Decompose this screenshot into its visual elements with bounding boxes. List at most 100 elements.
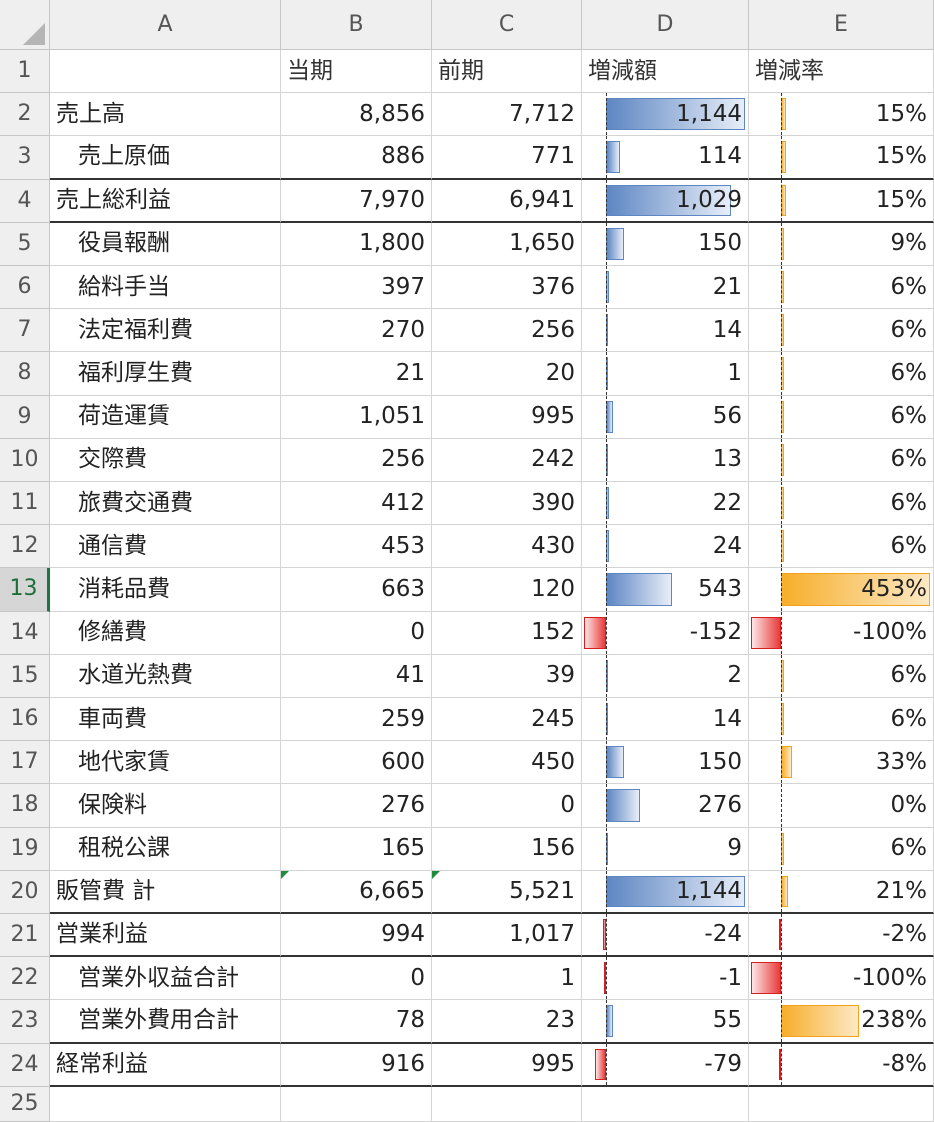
account-label-cell[interactable]: 福利厚生費	[50, 352, 281, 396]
cell-b1[interactable]: 当期	[281, 50, 432, 94]
row-header-19[interactable]: 19	[0, 827, 50, 871]
change-rate-cell[interactable]: 6%	[749, 827, 934, 871]
current-period-cell[interactable]: 276	[281, 784, 432, 828]
account-label-cell[interactable]: 交際費	[50, 438, 281, 482]
current-period-cell[interactable]: 453	[281, 525, 432, 569]
prior-period-cell[interactable]: 7,712	[432, 93, 582, 137]
change-amount-cell[interactable]: 13	[582, 438, 749, 482]
account-label-cell[interactable]: 消耗品費	[50, 568, 281, 612]
change-rate-cell[interactable]: 6%	[749, 352, 934, 396]
prior-period-cell[interactable]: 20	[432, 352, 582, 396]
current-period-cell[interactable]: 259	[281, 698, 432, 742]
account-label-cell[interactable]: 保険料	[50, 784, 281, 828]
change-amount-cell[interactable]: 150	[582, 741, 749, 785]
change-amount-cell[interactable]: 21	[582, 266, 749, 310]
change-amount-cell[interactable]: -24	[582, 914, 749, 958]
prior-period-cell[interactable]: 1,650	[432, 222, 582, 266]
prior-period-cell[interactable]: 390	[432, 482, 582, 526]
row-header-21[interactable]: 21	[0, 914, 50, 958]
account-label-cell[interactable]: 経常利益	[50, 1043, 281, 1087]
empty-cell[interactable]	[582, 1086, 749, 1122]
change-amount-cell[interactable]: 22	[582, 482, 749, 526]
account-label-cell[interactable]: 売上原価	[50, 136, 281, 180]
change-rate-cell[interactable]: 9%	[749, 222, 934, 266]
column-header-d[interactable]: D	[582, 0, 749, 50]
row-header-2[interactable]: 2	[0, 93, 50, 137]
empty-cell[interactable]	[50, 1086, 281, 1122]
row-header-4[interactable]: 4	[0, 179, 50, 223]
prior-period-cell[interactable]: 5,521	[432, 870, 582, 914]
current-period-cell[interactable]: 21	[281, 352, 432, 396]
prior-period-cell[interactable]: 1	[432, 957, 582, 1001]
current-period-cell[interactable]: 270	[281, 309, 432, 353]
change-amount-cell[interactable]: -79	[582, 1043, 749, 1087]
row-header-11[interactable]: 11	[0, 482, 50, 526]
select-all-corner[interactable]	[0, 0, 50, 50]
current-period-cell[interactable]: 0	[281, 957, 432, 1001]
account-label-cell[interactable]: 営業外費用合計	[50, 1000, 281, 1044]
change-amount-cell[interactable]: 14	[582, 309, 749, 353]
change-rate-cell[interactable]: 453%	[749, 568, 934, 612]
change-amount-cell[interactable]: 1,144	[582, 870, 749, 914]
row-header-6[interactable]: 6	[0, 266, 50, 310]
current-period-cell[interactable]: 886	[281, 136, 432, 180]
change-rate-cell[interactable]: 6%	[749, 395, 934, 439]
change-amount-cell[interactable]: 1,029	[582, 179, 749, 223]
row-header-14[interactable]: 14	[0, 611, 50, 655]
account-label-cell[interactable]: 役員報酬	[50, 222, 281, 266]
change-amount-cell[interactable]: 2	[582, 654, 749, 698]
prior-period-cell[interactable]: 120	[432, 568, 582, 612]
account-label-cell[interactable]: 修繕費	[50, 611, 281, 655]
current-period-cell[interactable]: 600	[281, 741, 432, 785]
change-rate-cell[interactable]: 15%	[749, 93, 934, 137]
account-label-cell[interactable]: 販管費 計	[50, 870, 281, 914]
current-period-cell[interactable]: 663	[281, 568, 432, 612]
prior-period-cell[interactable]: 256	[432, 309, 582, 353]
row-header-1[interactable]: 1	[0, 50, 50, 94]
change-rate-cell[interactable]: 6%	[749, 438, 934, 482]
row-header-5[interactable]: 5	[0, 222, 50, 266]
account-label-cell[interactable]: 売上総利益	[50, 179, 281, 223]
account-label-cell[interactable]: 荷造運賃	[50, 395, 281, 439]
prior-period-cell[interactable]: 242	[432, 438, 582, 482]
prior-period-cell[interactable]: 152	[432, 611, 582, 655]
prior-period-cell[interactable]: 995	[432, 1043, 582, 1087]
empty-cell[interactable]	[281, 1086, 432, 1122]
row-header-9[interactable]: 9	[0, 395, 50, 439]
prior-period-cell[interactable]: 0	[432, 784, 582, 828]
prior-period-cell[interactable]: 430	[432, 525, 582, 569]
change-rate-cell[interactable]: -100%	[749, 611, 934, 655]
account-label-cell[interactable]: 通信費	[50, 525, 281, 569]
column-header-e[interactable]: E	[749, 0, 934, 50]
prior-period-cell[interactable]: 23	[432, 1000, 582, 1044]
current-period-cell[interactable]: 165	[281, 827, 432, 871]
change-rate-cell[interactable]: 21%	[749, 870, 934, 914]
change-amount-cell[interactable]: 55	[582, 1000, 749, 1044]
current-period-cell[interactable]: 397	[281, 266, 432, 310]
row-header-22[interactable]: 22	[0, 957, 50, 1001]
prior-period-cell[interactable]: 245	[432, 698, 582, 742]
current-period-cell[interactable]: 256	[281, 438, 432, 482]
prior-period-cell[interactable]: 156	[432, 827, 582, 871]
current-period-cell[interactable]: 916	[281, 1043, 432, 1087]
current-period-cell[interactable]: 41	[281, 654, 432, 698]
change-amount-cell[interactable]: 14	[582, 698, 749, 742]
prior-period-cell[interactable]: 39	[432, 654, 582, 698]
prior-period-cell[interactable]: 376	[432, 266, 582, 310]
cell-a1[interactable]	[50, 50, 281, 94]
change-rate-cell[interactable]: 33%	[749, 741, 934, 785]
change-rate-cell[interactable]: 6%	[749, 698, 934, 742]
change-amount-cell[interactable]: 114	[582, 136, 749, 180]
change-amount-cell[interactable]: -1	[582, 957, 749, 1001]
row-header-18[interactable]: 18	[0, 784, 50, 828]
change-rate-cell[interactable]: -100%	[749, 957, 934, 1001]
current-period-cell[interactable]: 8,856	[281, 93, 432, 137]
cell-d1[interactable]: 増減額	[582, 50, 749, 94]
change-rate-cell[interactable]: 0%	[749, 784, 934, 828]
prior-period-cell[interactable]: 6,941	[432, 179, 582, 223]
change-rate-cell[interactable]: 6%	[749, 654, 934, 698]
account-label-cell[interactable]: 旅費交通費	[50, 482, 281, 526]
row-header-23[interactable]: 23	[0, 1000, 50, 1044]
change-rate-cell[interactable]: 238%	[749, 1000, 934, 1044]
